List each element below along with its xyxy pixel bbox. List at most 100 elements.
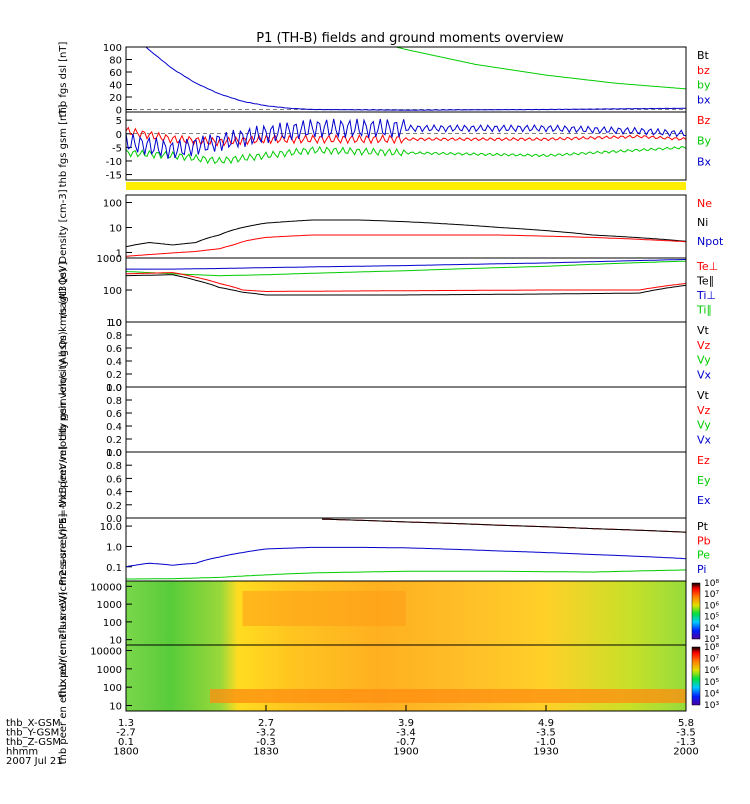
heatmap-low-energy-band <box>210 689 686 703</box>
y-tick-label: 10 <box>109 318 122 329</box>
y-tick-label: 10000 <box>90 582 122 593</box>
panel-frame <box>125 451 687 519</box>
legend-item-Bz: Bz <box>697 114 711 127</box>
y-tick-label: 1.0 <box>106 383 122 394</box>
y-tick-label: 100 <box>103 618 122 629</box>
legend-item-bz: bz <box>697 64 710 77</box>
series-line-Pe <box>126 569 686 580</box>
y-tick-label: 1.0 <box>106 448 122 459</box>
y-axis-label: magt3 [eV] <box>58 262 69 319</box>
colorbar-label: 10³ <box>704 701 719 711</box>
y-tick-label: 1 <box>116 248 122 259</box>
series-line-bx <box>145 47 686 111</box>
y-tick-label: 0.0 <box>106 383 122 394</box>
chart-title: P1 (TH-B) fields and ground moments over… <box>256 31 564 46</box>
colorbar-label: 10³ <box>704 635 719 645</box>
legend-item-Pi: Pi <box>697 563 706 576</box>
legend-item-Ni: Ni <box>697 216 708 229</box>
time-row-value: -3.5 <box>676 728 696 739</box>
colorbar-label: 10⁶ <box>704 666 719 676</box>
time-row-value: 1.3 <box>118 718 134 729</box>
series-line-Te∥ <box>126 274 686 296</box>
colorbar-label: 10⁶ <box>704 601 719 611</box>
time-row-label: thb_Y-GSM <box>6 728 59 739</box>
y-tick-label: 0.8 <box>106 331 122 342</box>
time-row-label: thb_X-GSM <box>6 718 61 729</box>
series-line-Te⊥ <box>126 272 686 292</box>
time-row-label: thb_Z-GSM <box>6 737 61 748</box>
y-tick-label: -10 <box>106 157 122 168</box>
y-axis-label: thb fgs dsl [nT] <box>58 42 69 118</box>
legend-item-Vt: Vt <box>697 389 710 402</box>
series-line-By <box>126 145 686 165</box>
legend-item-Pe: Pe <box>697 549 710 562</box>
y-tick-label: 0.2 <box>106 370 122 381</box>
y-tick-label: -5 <box>112 143 122 154</box>
y-tick-label: 1000 <box>97 254 122 265</box>
y-axis-label: thb peer velocity gsm km/s (All Qs) <box>58 331 69 507</box>
time-row-value: 3.9 <box>398 718 414 729</box>
y-tick-label: -15 <box>106 171 122 182</box>
panel-frame <box>125 386 687 453</box>
colorbar-ramp <box>691 582 701 640</box>
legend-item-Vx: Vx <box>697 433 712 446</box>
colorbar-label: 10⁷ <box>704 655 719 665</box>
y-axis-label: thb peir velocity gsm km/s (All Qs) <box>58 268 69 441</box>
time-row-label: hhmm <box>6 747 38 758</box>
y-tick-label: 10.0 <box>100 522 122 533</box>
legend-item-Vy: Vy <box>697 354 711 367</box>
panel-peir_velocity: 0.0 0.2 0.4 0.6 0.8 1.0 thb peir velocity gsm … <box>58 268 712 441</box>
y-tick-label: 20 <box>109 93 122 104</box>
legend-item-Ex: Ex <box>697 494 711 507</box>
y-tick-label: 40 <box>109 81 122 92</box>
time-row-value: -0.7 <box>396 737 416 748</box>
legend-item-By: By <box>697 135 712 148</box>
series-line-Bx <box>126 118 686 159</box>
time-row-value: 2000 <box>673 747 698 758</box>
y-tick-label: 1.0 <box>106 542 122 553</box>
time-row-value: 1930 <box>533 747 558 758</box>
legend-item-Bx: Bx <box>697 155 712 168</box>
series-line-Pi <box>126 546 686 568</box>
time-row-value: -1.3 <box>676 737 696 748</box>
time-row-value: 1830 <box>253 747 278 758</box>
legend-item-Vx: Vx <box>697 368 712 381</box>
y-tick-label: 60 <box>109 68 122 79</box>
colorbar-ramp <box>691 646 701 706</box>
legend-item-Te⊥: Te⊥ <box>696 260 718 273</box>
legend-item-Ti∥: Ti∥ <box>696 304 712 317</box>
legend-item-Pt: Pt <box>697 520 709 533</box>
y-tick-label: 80 <box>109 56 122 67</box>
colorbar-label: 10⁴ <box>704 689 719 699</box>
time-row-value: -0.3 <box>256 737 276 748</box>
colorbar-label: 10⁵ <box>704 678 719 688</box>
series-line-Ti∥ <box>126 260 686 277</box>
time-row-value: 2.7 <box>258 718 274 729</box>
legend-item-Npot: Npot <box>697 235 724 248</box>
y-tick-label: 0.6 <box>106 409 122 420</box>
y-tick-label: 100 <box>103 683 122 694</box>
y-tick-label: 1000 <box>97 600 122 611</box>
legend-item-Vz: Vz <box>697 339 711 352</box>
y-tick-label: 0.4 <box>106 357 122 368</box>
panel-temperature: 10 100 1000 magt3 [eV] Te⊥ Te∥Ti⊥ Ti∥ <box>58 254 718 329</box>
y-tick-label: 0.2 <box>106 435 122 446</box>
time-row-value: 5.8 <box>678 718 694 729</box>
y-tick-label: 0 <box>116 130 122 141</box>
legend-item-Pb: Pb <box>697 534 711 547</box>
legend-item-Vz: Vz <box>697 404 711 417</box>
time-row-value: 1800 <box>113 747 138 758</box>
date-label: 2007 Jul 21 <box>6 756 63 767</box>
series-line-Ti⊥ <box>126 259 686 270</box>
y-axis-label: thb peer en eflux eV/(cm2-s-sr-eV) <box>58 592 69 765</box>
y-axis-label: Pressure [nPa] <box>58 514 69 586</box>
legend-item-Ti⊥: Ti⊥ <box>696 289 716 302</box>
